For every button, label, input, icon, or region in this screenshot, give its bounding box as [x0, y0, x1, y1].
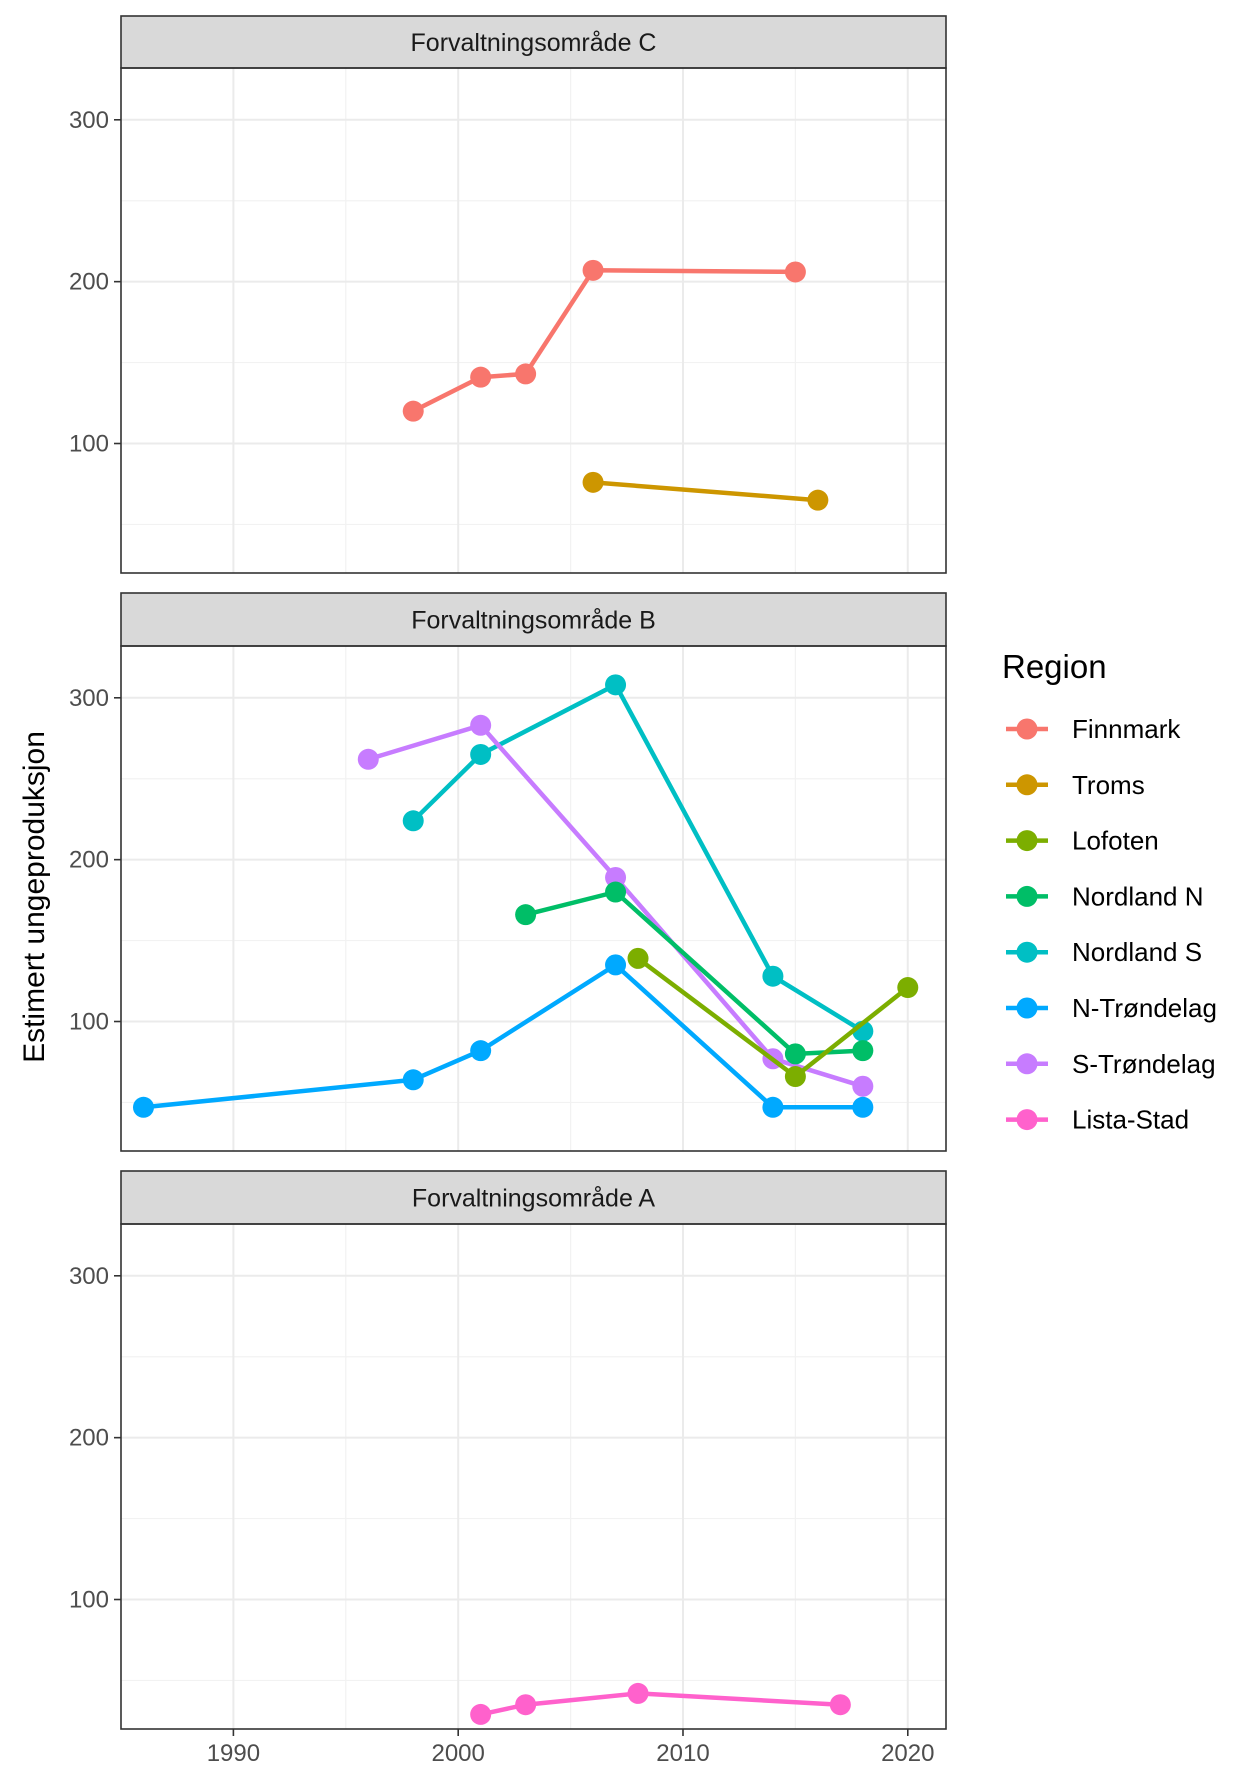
legend-label: N-Trøndelag [1072, 993, 1217, 1023]
data-point [402, 400, 424, 422]
y-tick-label: 200 [69, 269, 109, 296]
legend-item: Nordland N [1006, 881, 1204, 911]
data-point [605, 866, 627, 888]
legend-item: Lofoten [1006, 826, 1159, 856]
data-point [470, 1703, 492, 1725]
legend-key-point [1016, 997, 1038, 1019]
facet-strip-label: Forvaltningsområde A [412, 1185, 656, 1213]
data-point [132, 1096, 154, 1118]
legend-item: S-Trøndelag [1006, 1049, 1216, 1079]
facet-panel: Forvaltningsområde A 100 200 300 1990 2000 201… [69, 1170, 947, 1767]
legend-key-point [1016, 885, 1038, 907]
data-point [762, 1096, 784, 1118]
x-tick-label: 2000 [431, 1740, 484, 1767]
legend-key-point [1016, 718, 1038, 740]
data-point [357, 748, 379, 770]
facet-strip [120, 592, 947, 647]
data-point [515, 1694, 537, 1716]
panels: Forvaltningsområde C100200300Forvaltning… [69, 15, 947, 1767]
y-tick-label: 200 [69, 847, 109, 874]
facet-strip-label: Forvaltningsområde C [411, 29, 657, 57]
data-point [605, 881, 627, 903]
data-point [852, 1096, 874, 1118]
data-point [605, 674, 627, 696]
data-point [897, 977, 919, 999]
legend-label: Nordland S [1072, 937, 1202, 967]
series-line [141, 962, 866, 1110]
x-tick-label: 1990 [207, 1740, 260, 1767]
facet-strip-label: Forvaltningsområde B [411, 607, 656, 635]
legend-key-point [1016, 830, 1038, 852]
data-point [784, 261, 806, 283]
y-tick-label: 200 [69, 1425, 109, 1452]
x-tick-label: 2010 [656, 1740, 709, 1767]
legend-label: S-Trøndelag [1072, 1049, 1216, 1079]
legend: Region Finnmark Troms Lofoten Nordland N Nor… [1002, 648, 1217, 1135]
legend-item: Finnmark [1006, 714, 1181, 744]
y-tick-label: 100 [69, 1587, 109, 1614]
legend-item: Nordland S [1006, 937, 1202, 967]
panel-border [120, 67, 947, 574]
legend-key-point [1016, 1053, 1038, 1075]
y-tick-label: 300 [69, 107, 109, 134]
data-point [402, 1069, 424, 1091]
data-point [605, 954, 627, 976]
legend-label: Lista-Stad [1072, 1105, 1189, 1135]
legend-label: Lofoten [1072, 826, 1159, 856]
legend-title: Region [1002, 648, 1107, 685]
data-point [762, 965, 784, 987]
data-point [515, 363, 537, 385]
legend-label: Troms [1072, 770, 1145, 800]
data-point [852, 1040, 874, 1062]
panel-border [120, 1223, 947, 1730]
panel-background [121, 68, 946, 573]
legend-item: N-Trøndelag [1006, 993, 1217, 1023]
panel-background [121, 1224, 946, 1729]
data-point [470, 366, 492, 388]
y-axis-label: Estimert ungeproduksjon [18, 731, 51, 1063]
y-tick-label: 100 [69, 431, 109, 458]
data-point [807, 489, 829, 511]
data-point [829, 1694, 851, 1716]
y-tick-label: 100 [69, 1009, 109, 1036]
data-point [784, 1066, 806, 1088]
y-tick-label: 300 [69, 1263, 109, 1290]
facet-strip [120, 15, 947, 69]
y-tick-label: 300 [69, 685, 109, 712]
data-point [582, 471, 604, 493]
legend-key-point [1016, 774, 1038, 796]
legend-label: Finnmark [1072, 714, 1181, 744]
data-point [784, 1043, 806, 1065]
legend-items: Finnmark Troms Lofoten Nordland N Nordland S… [1006, 714, 1217, 1135]
legend-key-point [1016, 941, 1038, 963]
x-tick-label: 2020 [881, 1740, 934, 1767]
legend-item: Lista-Stad [1006, 1105, 1189, 1135]
data-point [470, 743, 492, 765]
facet-strip [120, 1170, 947, 1225]
legend-key-point [1016, 1109, 1038, 1131]
facet-panel: Forvaltningsområde C 100 200 300 [69, 15, 947, 574]
data-point [627, 947, 649, 969]
data-point [470, 714, 492, 736]
series-line [478, 1691, 843, 1717]
data-point [402, 810, 424, 832]
legend-item: Troms [1006, 770, 1145, 800]
data-point [515, 904, 537, 926]
facet-panel: Forvaltningsområde B 100 200 300 [69, 592, 947, 1152]
data-point [470, 1040, 492, 1062]
legend-label: Nordland N [1072, 881, 1204, 911]
series-line [590, 480, 821, 503]
data-point [852, 1075, 874, 1097]
panel-border [120, 645, 947, 1152]
data-point [627, 1682, 649, 1704]
data-point [582, 259, 604, 281]
